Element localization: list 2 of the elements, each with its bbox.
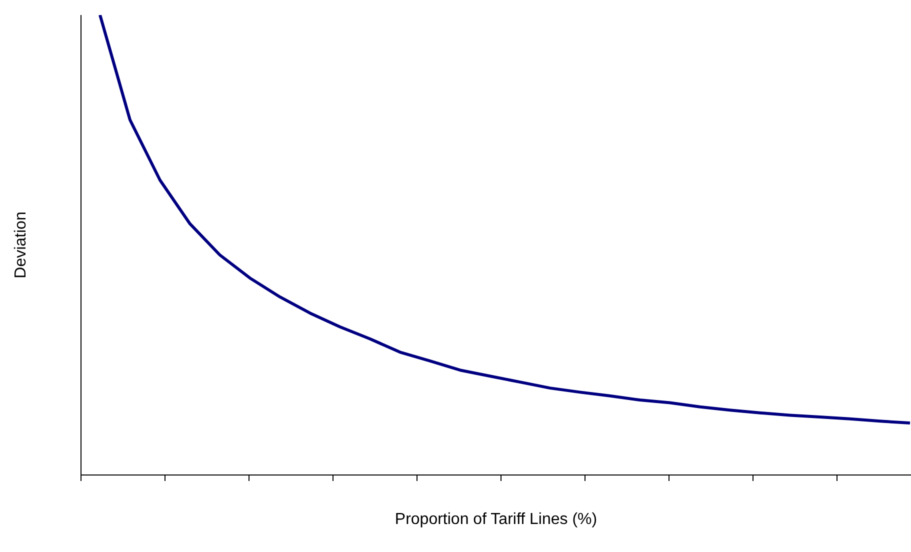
x-axis-title: Proportion of Tariff Lines (%) [394, 511, 598, 528]
y-axis-title: Deviation [12, 212, 30, 278]
